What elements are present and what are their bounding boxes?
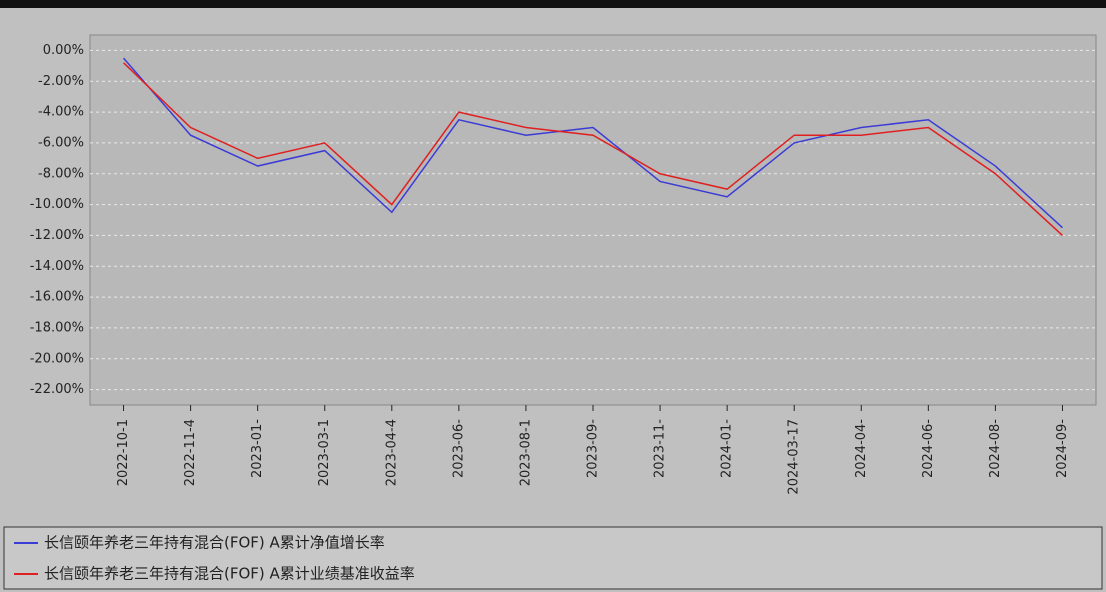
x-tick-label: 2023-03-1 xyxy=(317,419,332,486)
legend-label: 长信颐年养老三年持有混合(FOF) A累计净值增长率 xyxy=(44,534,385,552)
plot-area xyxy=(89,34,1097,406)
x-tick-label: 2024-09- xyxy=(1055,419,1070,478)
x-tick-label: 2024-04- xyxy=(854,419,869,478)
legend-label: 长信颐年养老三年持有混合(FOF) A累计业绩基准收益率 xyxy=(44,565,415,583)
x-tick-label: 2022-11-4 xyxy=(183,419,198,486)
x-tick-label: 2023-04-4 xyxy=(384,419,399,486)
x-tick-label: 2023-11- xyxy=(653,419,668,478)
y-tick-label: -2.00% xyxy=(38,74,84,89)
x-tick-label: 2023-01- xyxy=(250,419,265,478)
x-tick-label: 2024-06- xyxy=(921,419,936,478)
top-bar xyxy=(0,0,1106,8)
x-tick-label: 2022-10-1 xyxy=(116,419,131,486)
y-tick-label: -20.00% xyxy=(30,351,84,366)
x-tick-label: 2023-06- xyxy=(451,419,466,478)
legend-box xyxy=(3,526,1103,590)
y-tick-label: -4.00% xyxy=(38,105,84,120)
y-tick-label: -10.00% xyxy=(30,197,84,212)
series-line xyxy=(122,57,1063,229)
y-tick-label: -12.00% xyxy=(30,228,84,243)
x-tick-label: 2023-09- xyxy=(586,419,601,478)
series-line xyxy=(123,62,1063,236)
y-tick-label: -14.00% xyxy=(30,259,84,274)
y-tick-label: 0.00% xyxy=(43,43,84,58)
y-tick-label: -16.00% xyxy=(30,290,84,305)
y-tick-label: -8.00% xyxy=(38,166,84,181)
x-tick-label: 2024-01- xyxy=(720,419,735,478)
x-tick-label: 2024-03-17 xyxy=(787,419,802,495)
x-tick-label: 2024-08- xyxy=(988,419,1003,478)
y-tick-label: -18.00% xyxy=(30,320,84,335)
y-tick-label: -6.00% xyxy=(38,135,84,150)
x-tick-label: 2023-08-1 xyxy=(518,419,533,486)
y-tick-label: -22.00% xyxy=(30,382,84,397)
